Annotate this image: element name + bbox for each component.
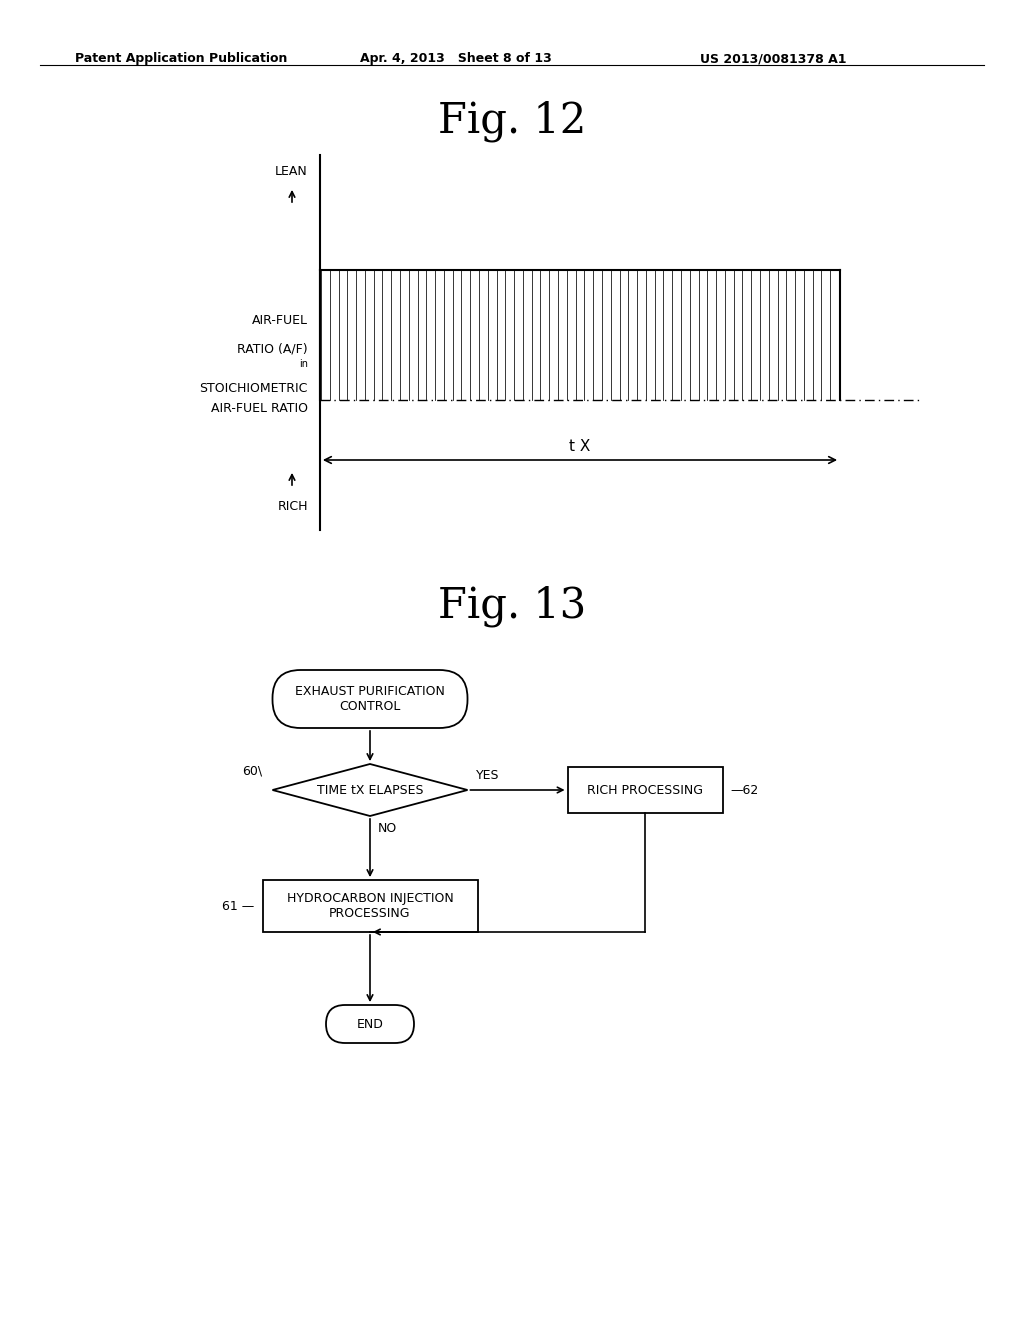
Text: Fig. 13: Fig. 13: [438, 585, 586, 627]
Text: END: END: [356, 1018, 383, 1031]
Text: t X: t X: [569, 440, 591, 454]
FancyBboxPatch shape: [272, 671, 468, 729]
Text: EXHAUST PURIFICATION
CONTROL: EXHAUST PURIFICATION CONTROL: [295, 685, 445, 713]
Text: Patent Application Publication: Patent Application Publication: [75, 51, 288, 65]
Text: AIR-FUEL RATIO: AIR-FUEL RATIO: [211, 403, 308, 414]
Text: US 2013/0081378 A1: US 2013/0081378 A1: [700, 51, 847, 65]
Text: in: in: [299, 359, 308, 370]
Text: Apr. 4, 2013   Sheet 8 of 13: Apr. 4, 2013 Sheet 8 of 13: [360, 51, 552, 65]
FancyBboxPatch shape: [326, 1005, 414, 1043]
FancyBboxPatch shape: [262, 880, 477, 932]
Text: LEAN: LEAN: [275, 165, 308, 178]
Text: YES: YES: [475, 770, 499, 781]
Text: RATIO (A/F): RATIO (A/F): [238, 343, 308, 356]
Text: 61 —: 61 —: [222, 899, 255, 912]
Text: RICH: RICH: [278, 500, 308, 513]
Text: AIR-FUEL: AIR-FUEL: [252, 314, 308, 327]
Text: STOICHIOMETRIC: STOICHIOMETRIC: [200, 381, 308, 395]
Text: Fig. 12: Fig. 12: [438, 100, 586, 143]
Polygon shape: [272, 764, 468, 816]
FancyBboxPatch shape: [567, 767, 723, 813]
Text: NO: NO: [378, 822, 397, 836]
Text: TIME tX ELAPSES: TIME tX ELAPSES: [316, 784, 423, 796]
Text: 60\: 60\: [243, 764, 262, 777]
Text: RICH PROCESSING: RICH PROCESSING: [587, 784, 703, 796]
Text: HYDROCARBON INJECTION
PROCESSING: HYDROCARBON INJECTION PROCESSING: [287, 892, 454, 920]
Text: —62: —62: [730, 784, 759, 796]
